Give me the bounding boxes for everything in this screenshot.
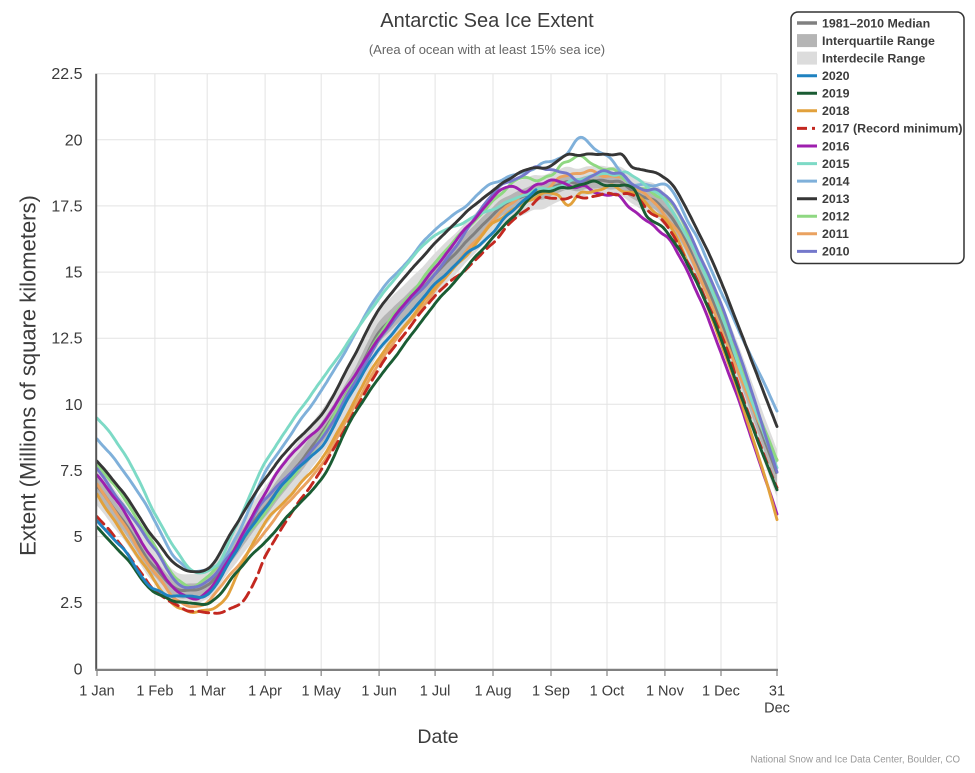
svg-text:Extent (Millions of square kil: Extent (Millions of square kilometers) [16,195,41,556]
svg-text:10: 10 [65,397,83,414]
svg-text:(Area of ocean with at least 1: (Area of ocean with at least 15% sea ice… [369,42,605,57]
svg-text:1 Oct: 1 Oct [590,684,625,700]
svg-text:1 Jul: 1 Jul [420,684,451,700]
svg-text:15: 15 [65,265,83,282]
svg-text:2011: 2011 [822,227,849,241]
svg-text:1 Mar: 1 Mar [189,684,226,700]
svg-text:1 Dec: 1 Dec [702,684,740,700]
svg-text:2018: 2018 [822,104,850,118]
svg-text:2019: 2019 [822,87,850,101]
svg-text:2017 (Record minimum): 2017 (Record minimum) [822,122,962,136]
svg-text:2020: 2020 [822,69,850,83]
svg-text:1 Jun: 1 Jun [361,684,396,700]
svg-text:20: 20 [65,132,83,149]
svg-text:1 Aug: 1 Aug [474,684,511,700]
svg-text:2016: 2016 [822,139,850,153]
svg-text:Interdecile Range: Interdecile Range [822,51,925,65]
svg-text:2013: 2013 [822,192,850,206]
svg-text:Antarctic Sea Ice Extent: Antarctic Sea Ice Extent [380,10,594,32]
svg-text:2.5: 2.5 [60,595,82,612]
svg-text:1 Nov: 1 Nov [646,684,685,700]
svg-text:31: 31 [769,684,785,700]
svg-text:2015: 2015 [822,157,850,171]
svg-text:2014: 2014 [822,174,850,188]
svg-text:12.5: 12.5 [51,331,82,348]
svg-text:1 Sep: 1 Sep [532,684,570,700]
svg-text:Date: Date [417,726,458,748]
svg-text:1981–2010 Median: 1981–2010 Median [822,16,930,30]
svg-text:22.5: 22.5 [51,66,82,83]
svg-text:1 Apr: 1 Apr [248,684,282,700]
svg-text:National Snow and Ice Data Cen: National Snow and Ice Data Center, Bould… [751,755,961,766]
svg-text:Interquartile Range: Interquartile Range [822,34,935,48]
svg-text:2010: 2010 [822,245,850,259]
svg-text:1 Feb: 1 Feb [136,684,173,700]
svg-text:17.5: 17.5 [51,198,82,215]
svg-text:2012: 2012 [822,210,850,224]
svg-text:1 Jan: 1 Jan [79,684,114,700]
svg-text:Dec: Dec [764,701,790,717]
svg-text:1 May: 1 May [301,684,341,700]
svg-text:0: 0 [74,661,83,678]
svg-text:5: 5 [74,529,83,546]
svg-text:7.5: 7.5 [60,463,82,480]
